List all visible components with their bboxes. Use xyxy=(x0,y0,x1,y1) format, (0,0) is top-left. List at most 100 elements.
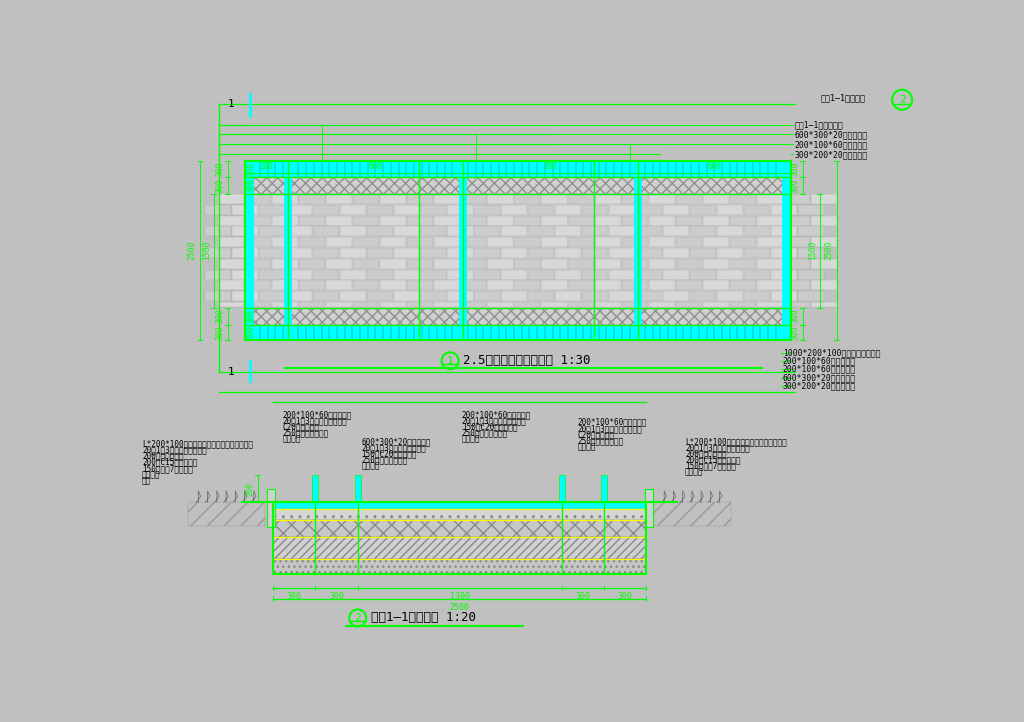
Bar xyxy=(407,302,433,308)
Bar xyxy=(743,291,770,301)
Bar xyxy=(245,216,271,225)
Bar xyxy=(421,269,446,279)
Text: 300: 300 xyxy=(246,309,255,323)
Bar xyxy=(326,237,352,247)
Bar xyxy=(555,205,582,215)
Bar xyxy=(595,302,622,308)
Bar xyxy=(542,258,567,269)
Bar xyxy=(447,248,473,258)
Bar xyxy=(354,476,360,503)
Bar xyxy=(757,302,783,308)
Bar xyxy=(595,280,622,290)
Bar xyxy=(231,269,258,279)
Bar xyxy=(676,194,702,204)
Bar xyxy=(285,161,292,340)
Bar xyxy=(299,302,325,308)
Text: 1500: 1500 xyxy=(202,241,211,261)
Bar xyxy=(811,216,837,225)
Bar xyxy=(757,280,783,290)
Bar xyxy=(798,248,824,258)
Bar xyxy=(340,205,366,215)
Bar xyxy=(568,302,595,308)
Bar xyxy=(245,237,271,247)
Text: 200*100*60金色青兰砖: 200*100*60金色青兰砖 xyxy=(578,418,646,427)
Bar xyxy=(645,489,652,527)
Bar xyxy=(717,205,743,215)
Bar xyxy=(367,248,393,258)
Bar xyxy=(271,216,298,225)
Bar xyxy=(717,269,743,279)
Bar xyxy=(286,248,312,258)
Bar xyxy=(447,205,473,215)
Bar xyxy=(407,280,433,290)
Bar xyxy=(447,291,473,301)
Bar xyxy=(326,194,352,204)
Bar xyxy=(601,476,607,503)
Bar xyxy=(798,227,824,236)
Bar xyxy=(340,248,366,258)
Bar xyxy=(757,216,783,225)
Bar xyxy=(407,258,433,269)
Bar xyxy=(717,248,743,258)
Bar xyxy=(474,269,501,279)
Bar xyxy=(245,161,254,340)
Text: 素土夯实: 素土夯实 xyxy=(462,435,480,444)
Bar xyxy=(649,302,676,308)
Bar xyxy=(528,227,554,236)
Bar xyxy=(421,227,446,236)
Bar xyxy=(312,291,339,301)
Bar xyxy=(380,237,406,247)
Bar xyxy=(245,280,271,290)
Bar xyxy=(568,194,595,204)
Bar xyxy=(623,280,648,290)
Bar xyxy=(730,280,756,290)
Text: 300: 300 xyxy=(287,592,302,601)
Text: 1: 1 xyxy=(227,367,234,377)
Bar xyxy=(352,194,379,204)
Bar xyxy=(393,269,420,279)
Bar xyxy=(461,194,486,204)
Bar xyxy=(487,237,514,247)
Text: 300: 300 xyxy=(329,592,344,601)
Text: 300*200*20青灰青火板: 300*200*20青灰青火板 xyxy=(795,150,867,159)
Bar xyxy=(649,280,676,290)
Bar xyxy=(326,302,352,308)
Bar xyxy=(717,291,743,301)
Bar xyxy=(286,291,312,301)
Bar xyxy=(460,161,467,340)
Bar xyxy=(474,291,501,301)
Bar xyxy=(326,216,352,225)
Bar xyxy=(784,216,810,225)
Bar xyxy=(271,280,298,290)
Bar xyxy=(784,194,810,204)
Bar xyxy=(393,205,420,215)
Bar xyxy=(487,280,514,290)
Bar xyxy=(676,258,702,269)
Bar xyxy=(271,194,298,204)
Text: 300: 300 xyxy=(215,325,224,339)
Bar xyxy=(380,258,406,269)
Text: 200*100*60金色青兰砖: 200*100*60金色青兰砖 xyxy=(283,410,351,419)
Bar xyxy=(609,205,635,215)
Bar xyxy=(703,194,729,204)
Bar xyxy=(231,248,258,258)
Bar xyxy=(271,237,298,247)
Bar xyxy=(676,302,702,308)
Text: 250层级配配危地层: 250层级配配危地层 xyxy=(283,429,329,438)
Text: 20层1：3千粉水泥沙威合层: 20层1：3千粉水泥沙威合层 xyxy=(462,416,526,425)
Bar xyxy=(798,269,824,279)
Bar xyxy=(798,205,824,215)
Bar xyxy=(555,291,582,301)
Text: 200: 200 xyxy=(246,482,255,496)
Bar xyxy=(771,291,797,301)
Text: 20层1：3千粉水泥沙威合层: 20层1：3千粉水泥沙威合层 xyxy=(361,443,426,452)
Bar xyxy=(730,216,756,225)
Bar xyxy=(568,237,595,247)
Text: 300: 300 xyxy=(791,162,800,176)
Bar xyxy=(461,302,486,308)
Bar xyxy=(245,308,792,325)
Bar xyxy=(690,248,716,258)
Text: 200: 200 xyxy=(259,162,273,170)
Text: 铺装1—1剔面详见②: 铺装1—1剔面详见② xyxy=(795,121,843,130)
Bar xyxy=(757,237,783,247)
